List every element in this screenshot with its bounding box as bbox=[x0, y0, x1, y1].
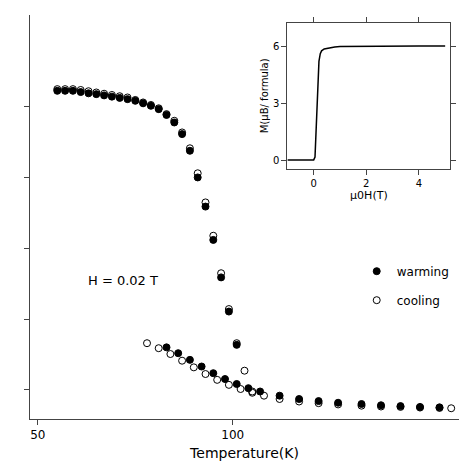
svg-text:H = 0.02 T: H = 0.02 T bbox=[88, 273, 158, 288]
svg-text:50: 50 bbox=[30, 428, 45, 442]
svg-text:4: 4 bbox=[416, 178, 422, 189]
svg-text:100: 100 bbox=[221, 428, 244, 442]
svg-text:0: 0 bbox=[273, 155, 279, 166]
svg-text:0: 0 bbox=[311, 178, 317, 189]
svg-text:warming: warming bbox=[397, 265, 449, 279]
svg-text:3: 3 bbox=[273, 98, 279, 109]
svg-text:Temperature(K): Temperature(K) bbox=[189, 445, 299, 461]
svg-text:μ0H(T): μ0H(T) bbox=[350, 189, 388, 202]
svg-text:6: 6 bbox=[273, 41, 279, 52]
svg-text:2: 2 bbox=[363, 178, 369, 189]
svg-text:cooling: cooling bbox=[397, 294, 440, 308]
svg-text:M(μB/ formula): M(μB/ formula) bbox=[259, 58, 270, 133]
